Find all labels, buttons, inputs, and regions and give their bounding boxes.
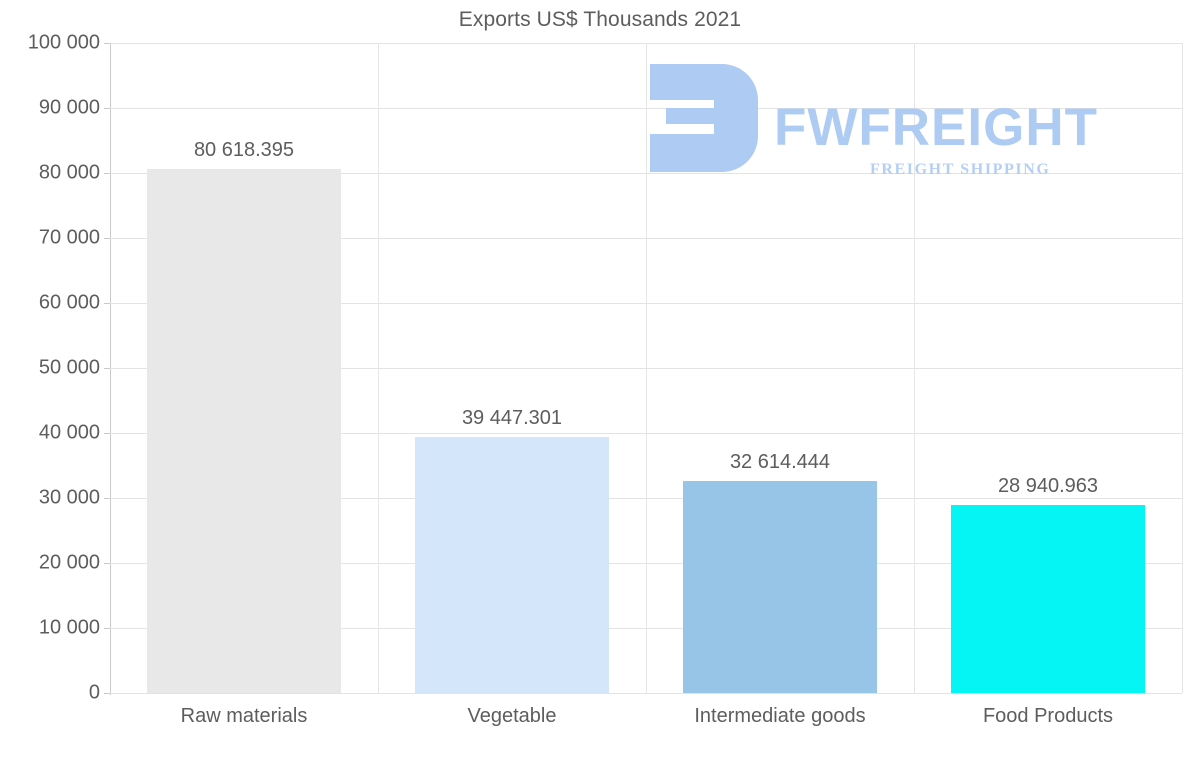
- gridline-horizontal: [110, 693, 1182, 694]
- x-axis-category-label: Vegetable: [467, 705, 557, 727]
- y-axis-tick-mark: [104, 303, 111, 304]
- y-axis-tick-mark: [104, 563, 111, 564]
- bar-value-label: 39 447.301: [461, 406, 563, 429]
- y-axis-tick-mark: [104, 433, 111, 434]
- y-axis-tick-label: 60 000: [38, 291, 100, 314]
- bar-value-label: 80 618.395: [193, 138, 295, 161]
- y-axis-tick-mark: [104, 108, 111, 109]
- x-axis-category-label: Food Products: [982, 705, 1114, 727]
- bar[interactable]: [683, 481, 877, 693]
- bar-value-label: 28 940.963: [997, 474, 1099, 497]
- y-axis-tick-mark: [104, 238, 111, 239]
- y-axis-tick-label: 70 000: [38, 226, 100, 249]
- y-axis-tick-label: 0: [88, 681, 100, 704]
- gridline-vertical: [646, 43, 647, 693]
- gridline-vertical: [914, 43, 915, 693]
- bar[interactable]: [415, 436, 609, 693]
- y-axis-tick-label: 100 000: [27, 31, 100, 54]
- bar[interactable]: [147, 168, 341, 693]
- y-axis-tick-label: 90 000: [38, 96, 100, 119]
- y-axis-tick-label: 30 000: [38, 486, 100, 509]
- bar[interactable]: [951, 504, 1145, 693]
- y-axis-tick-mark: [104, 498, 111, 499]
- y-axis-tick-mark: [104, 368, 111, 369]
- y-axis-tick-label: 50 000: [38, 356, 100, 379]
- y-axis-tick-mark: [104, 628, 111, 629]
- y-axis-tick-label: 80 000: [38, 161, 100, 184]
- gridline-vertical: [1182, 43, 1183, 693]
- gridline-vertical: [378, 43, 379, 693]
- chart-title: Exports US$ Thousands 2021: [458, 8, 742, 31]
- y-axis-tick-mark: [104, 693, 111, 694]
- x-axis-category-label: Raw materials: [180, 705, 308, 727]
- y-axis-tick-mark: [104, 43, 111, 44]
- x-axis-category-label: Intermediate goods: [694, 705, 866, 727]
- y-axis-tick-label: 40 000: [38, 421, 100, 444]
- y-axis-tick-label: 20 000: [38, 551, 100, 574]
- y-axis-tick-mark: [104, 173, 111, 174]
- plot-area: 80 618.395 39 447.301 32 614.444 28 940.963: [110, 43, 1183, 694]
- y-axis-tick-label: 10 000: [38, 616, 100, 639]
- y-axis-line: [110, 43, 111, 695]
- bar-value-label: 32 614.444: [729, 451, 831, 473]
